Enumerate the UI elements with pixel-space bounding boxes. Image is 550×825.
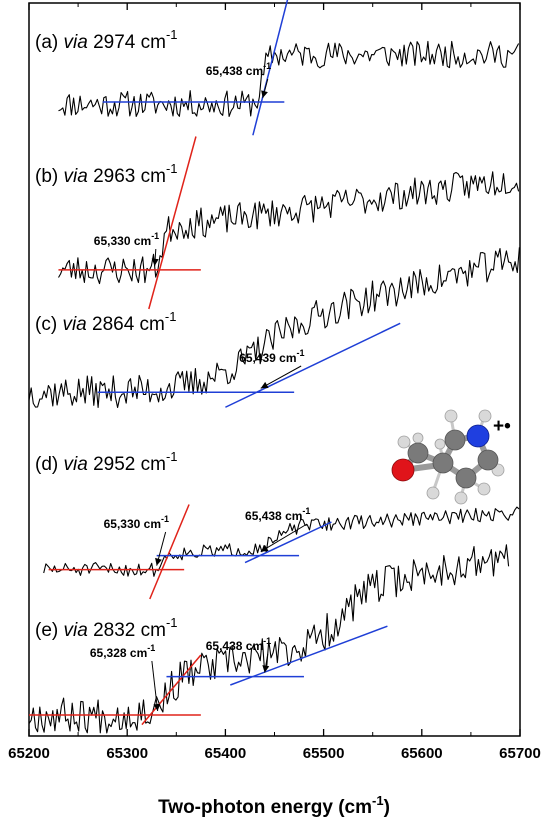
panels-layer: (a) via 2974 cm-1 65,438 cm-1 (b) via 2963… xyxy=(28,0,520,734)
panel-label: (b) via 2963 cm-1 xyxy=(35,161,178,187)
onset-annotation: 65,328 cm-1 xyxy=(90,643,155,660)
arrow-head xyxy=(260,545,269,552)
nitrogen-atom xyxy=(466,424,490,448)
fit-line xyxy=(225,322,401,408)
spectrum-trace xyxy=(58,40,520,118)
x-tick-label: 65700 xyxy=(499,745,541,762)
fit-line xyxy=(230,625,388,686)
x-tick-label: 65600 xyxy=(401,745,443,762)
x-axis-label: Two-photon energy (cm-1) xyxy=(158,793,390,818)
molecule-inset: +• xyxy=(391,409,511,505)
spectrum-trace xyxy=(58,171,520,285)
onset-annotation: 65,330 cm-1 xyxy=(104,514,169,531)
fit-line xyxy=(141,654,202,726)
onset-annotation: 65,330 cm-1 xyxy=(94,231,159,248)
panel-label: (c) via 2864 cm-1 xyxy=(35,309,176,335)
panel-label: (e) via 2832 cm-1 xyxy=(35,615,178,641)
arrow-head xyxy=(153,703,161,711)
carbon-atom xyxy=(455,467,477,489)
annotation-arrow xyxy=(260,365,302,389)
panel-b: (b) via 2963 cm-1 65,330 cm-1 xyxy=(35,136,520,310)
onset-annotation: 65,438 cm-1 xyxy=(206,636,271,653)
arrow-head xyxy=(262,665,270,673)
arrow-head xyxy=(151,258,159,266)
arrow-head xyxy=(155,557,162,566)
arrow-head xyxy=(260,381,269,389)
x-tick-label: 65200 xyxy=(8,745,50,762)
spectrum-trace xyxy=(28,544,510,734)
fit-line xyxy=(149,504,190,600)
onset-annotation: 65,438 cm-1 xyxy=(245,506,310,523)
fit-line xyxy=(244,521,332,564)
panel-c: (c) via 2864 cm-1 65,439 cm-1 xyxy=(28,247,520,409)
annotation-arrow xyxy=(151,660,159,712)
arrow-head xyxy=(261,90,268,98)
spectrum-trace xyxy=(43,506,520,577)
x-tick-label: 65300 xyxy=(106,745,148,762)
fit-line xyxy=(148,136,197,310)
charge-label: +• xyxy=(493,416,511,437)
x-tick-label: 65500 xyxy=(303,745,345,762)
hydrogen-atoms xyxy=(397,409,505,505)
onset-annotation: 65,439 cm-1 xyxy=(239,348,304,365)
panel-label: (a) via 2974 cm-1 xyxy=(35,27,178,53)
annotation-arrow xyxy=(260,523,308,553)
panel-d: (d) via 2952 cm-1 65,330 cm-1 65,438 cm-1 xyxy=(35,449,520,600)
carbon-atom xyxy=(444,429,466,451)
spectrum-trace xyxy=(28,247,520,409)
x-tick-label: 65400 xyxy=(205,745,247,762)
panel-a: (a) via 2974 cm-1 65,438 cm-1 xyxy=(35,0,520,136)
x-axis: 65200 65300 65400 65500 65600 65700 xyxy=(8,3,541,762)
panel-e: (e) via 2832 cm-1 65,328 cm-1 65,438 cm-1 xyxy=(28,544,510,734)
onset-annotation: 65,438 cm-1 xyxy=(206,61,271,78)
carbon-atom xyxy=(407,442,429,464)
oxygen-atom xyxy=(391,458,415,482)
fit-line xyxy=(252,0,289,136)
carbon-atom xyxy=(477,449,499,471)
carbon-atom xyxy=(432,452,454,474)
panel-label: (d) via 2952 cm-1 xyxy=(35,449,178,475)
